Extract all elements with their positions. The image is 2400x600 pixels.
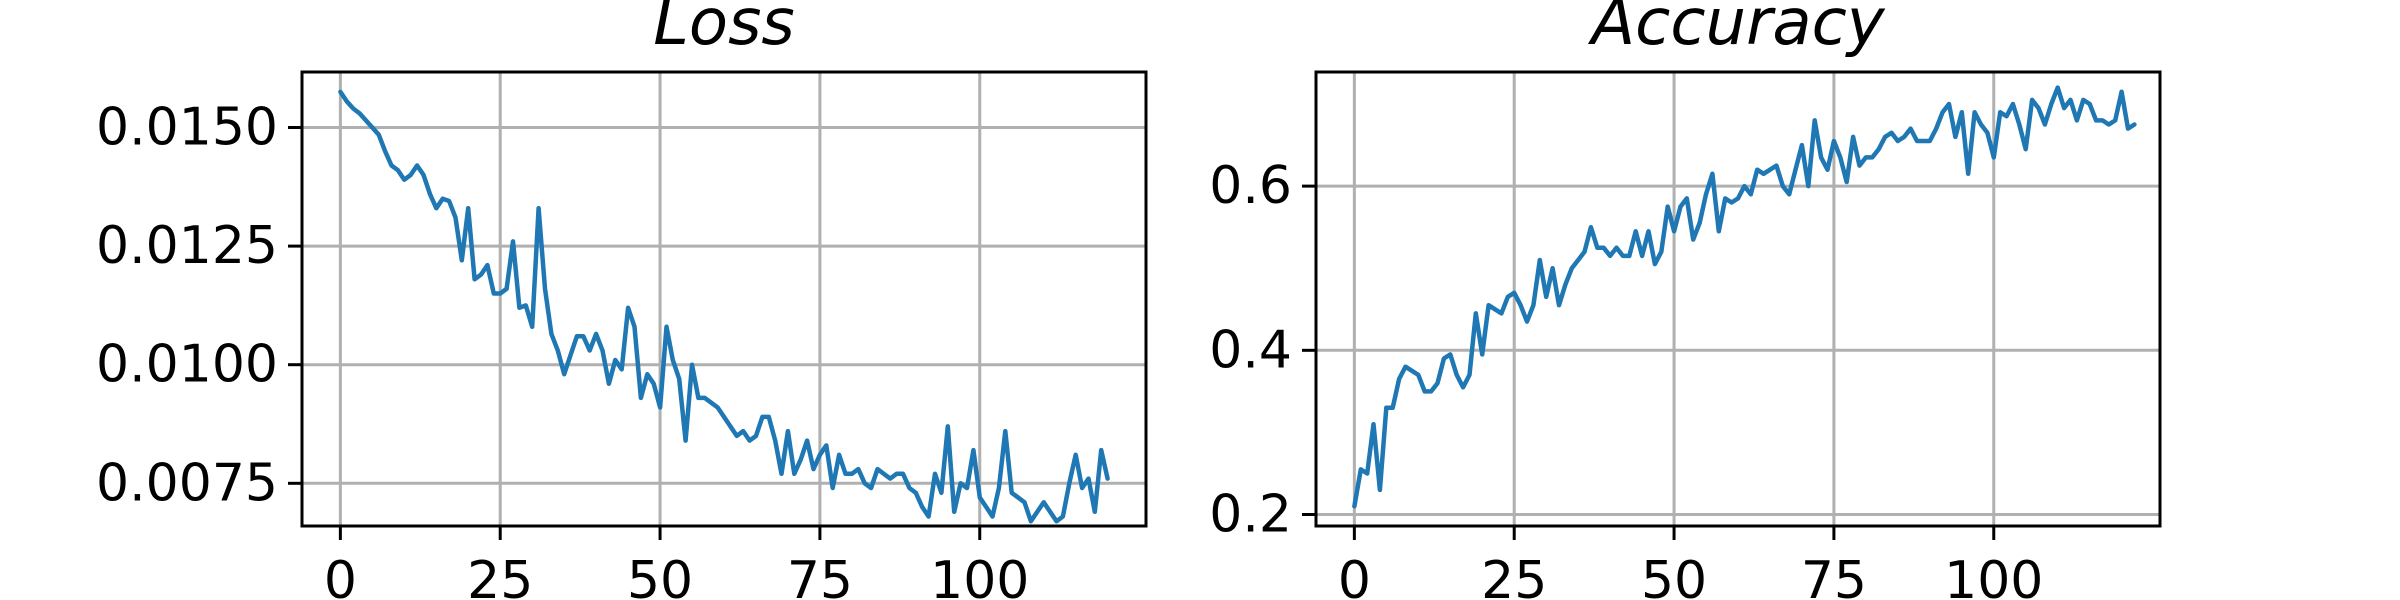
accuracy-series-line [1352, 85, 2137, 509]
loss-chart-title: Loss [653, 0, 795, 60]
accuracy-x-tick-label: 100 [1944, 551, 2043, 600]
loss-chart: 0 25 50 75 100 0.0075 0.0100 0.0125 0.0150 Loss [96, 0, 1148, 600]
accuracy-x-tick-label: 0 [1338, 551, 1371, 600]
accuracy-x-tick-label: 25 [1481, 551, 1547, 600]
loss-axes-frame [300, 70, 1148, 528]
loss-y-tick-label: 0.0075 [96, 453, 278, 513]
accuracy-x-tick-label: 75 [1801, 551, 1867, 600]
loss-y-tick-label: 0.0125 [96, 216, 278, 276]
loss-x-tick-label: 75 [787, 551, 853, 600]
accuracy-x-tick-label: 50 [1641, 551, 1707, 600]
accuracy-chart: 0 25 50 75 100 0.2 0.4 0.6 Accuracy [1209, 0, 2162, 600]
accuracy-chart-title: Accuracy [1587, 0, 1885, 60]
loss-y-tick-label: 0.0100 [96, 335, 278, 395]
loss-x-tick-label: 25 [467, 551, 533, 600]
loss-series-line [338, 89, 1110, 524]
accuracy-axes-frame [1314, 70, 2162, 528]
accuracy-y-tick-label: 0.2 [1209, 485, 1292, 545]
loss-y-tick-label: 0.0150 [96, 98, 278, 158]
loss-x-tick-label: 100 [930, 551, 1029, 600]
loss-x-tick-label: 0 [324, 551, 357, 600]
accuracy-y-tick-label: 0.4 [1209, 320, 1292, 380]
loss-x-tick-label: 50 [627, 551, 693, 600]
accuracy-y-tick-label: 0.6 [1209, 156, 1292, 216]
